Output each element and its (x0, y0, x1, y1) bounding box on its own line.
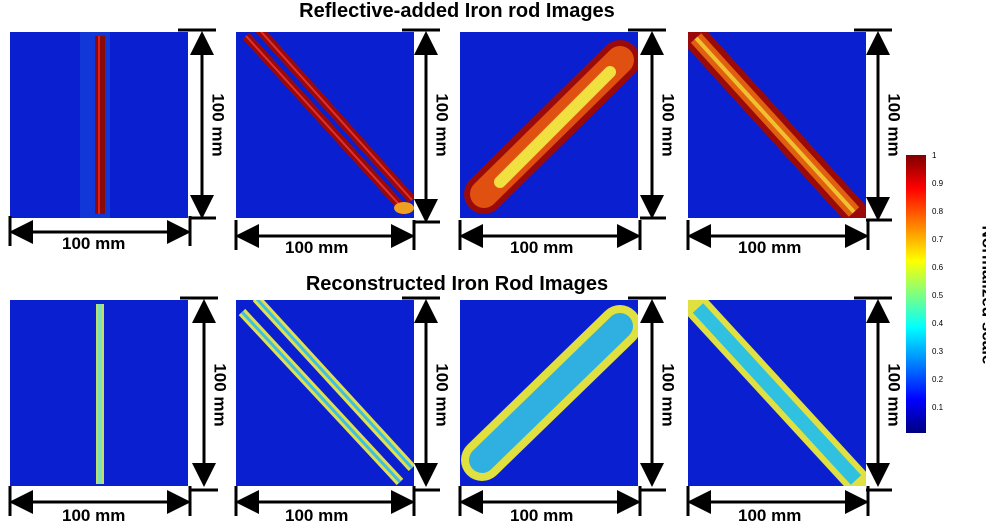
height-label: 100 mm (658, 363, 678, 427)
reflective-image-diagonal-rod (688, 32, 866, 218)
colorbar-tick: 0.3 (932, 347, 944, 356)
reconstructed-image-vertical (10, 300, 188, 486)
width-label: 100 mm (285, 238, 349, 257)
height-label: 100 mm (884, 93, 904, 157)
colorbar-tick: 0.2 (932, 375, 944, 384)
bottom-row-title: Reconstructed Iron Rod Images (305, 273, 609, 295)
width-label: 100 mm (62, 234, 126, 253)
height-label: 100 mm (432, 363, 452, 427)
top-row-title: Reflective-added Iron rod Images (299, 0, 615, 22)
height-label: 100 mm (658, 93, 678, 157)
colorbar-tick: 0.7 (932, 235, 944, 244)
colorbar-title: Normalized scale (978, 225, 986, 365)
colorbar-tick: 0.6 (932, 263, 944, 272)
reconstructed-image-double-diagonal (236, 300, 414, 486)
width-label: 100 mm (738, 506, 802, 525)
height-label: 100 mm (208, 93, 228, 157)
colorbar-tick: 0.8 (932, 207, 944, 216)
reflective-image-vertical (10, 32, 188, 218)
reconstructed-image-diagonal-rod (688, 300, 866, 486)
width-label: 100 mm (738, 238, 802, 257)
colorbar-tick: 0.1 (932, 403, 944, 412)
colorbar-tick: 0.5 (932, 291, 944, 300)
height-label: 100 mm (884, 363, 904, 427)
width-label: 100 mm (285, 506, 349, 525)
width-label: 100 mm (510, 238, 574, 257)
colorbar-gradient (906, 155, 926, 433)
width-label: 100 mm (62, 506, 126, 525)
height-label: 100 mm (432, 93, 452, 157)
colorbar-tick: 1 (932, 151, 937, 160)
reflective-image-double-diagonal (236, 32, 414, 218)
width-label: 100 mm (510, 506, 574, 525)
colorbar-tick: 0.9 (932, 179, 944, 188)
reflective-image-thick-rod (460, 32, 638, 218)
reconstructed-image-thick-rod (460, 300, 638, 486)
height-label: 100 mm (210, 363, 230, 427)
colorbar (906, 155, 930, 433)
colorbar-tick: 0.4 (932, 319, 944, 328)
